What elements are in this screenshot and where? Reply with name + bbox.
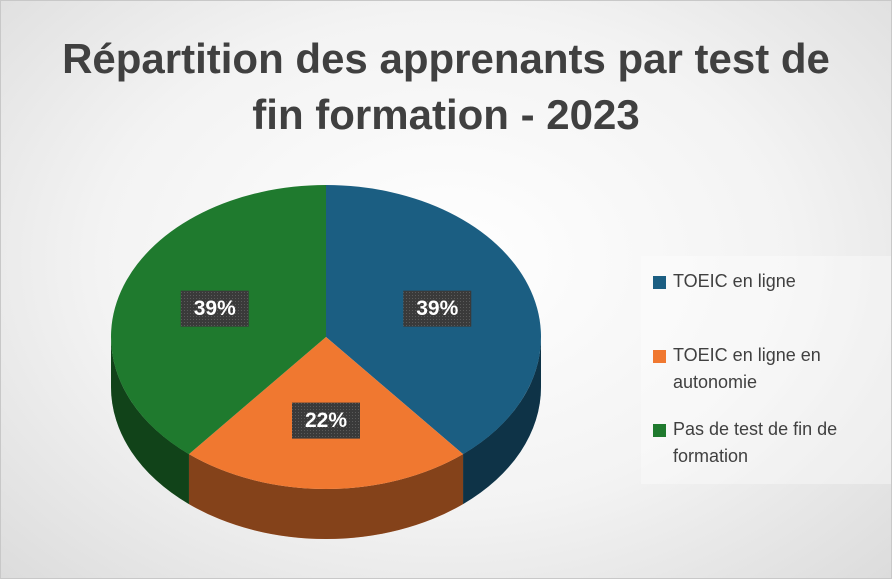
legend-label: TOEIC en ligne xyxy=(673,271,796,291)
data-label-box xyxy=(403,290,472,327)
legend-swatch xyxy=(653,350,666,363)
slice-side-shade xyxy=(111,337,189,505)
data-label-box xyxy=(180,290,249,327)
legend-label: Pas de test de fin de formation xyxy=(673,419,838,466)
legend-item: Pas de test de fin de formation xyxy=(653,416,885,470)
slice-side xyxy=(188,454,464,539)
data-label-box xyxy=(292,402,360,439)
legend-swatch xyxy=(653,276,666,289)
legend: TOEIC en ligne TOEIC en ligne en autonomi… xyxy=(641,256,891,484)
chart-title: Répartition des apprenants par test de f… xyxy=(62,35,830,138)
legend-swatch xyxy=(653,424,666,437)
legend-label: TOEIC en ligne en autonomie xyxy=(673,345,821,392)
data-label: 39% xyxy=(194,297,236,320)
legend-item: TOEIC en ligne en autonomie xyxy=(653,342,885,396)
slice-side-shade xyxy=(463,337,541,505)
slice-side-shade xyxy=(188,454,464,539)
data-label: 39% xyxy=(416,297,458,320)
slice-side xyxy=(111,337,189,505)
data-label: 22% xyxy=(305,409,347,432)
legend-item: TOEIC en ligne xyxy=(653,268,885,295)
slice-side xyxy=(463,337,541,505)
